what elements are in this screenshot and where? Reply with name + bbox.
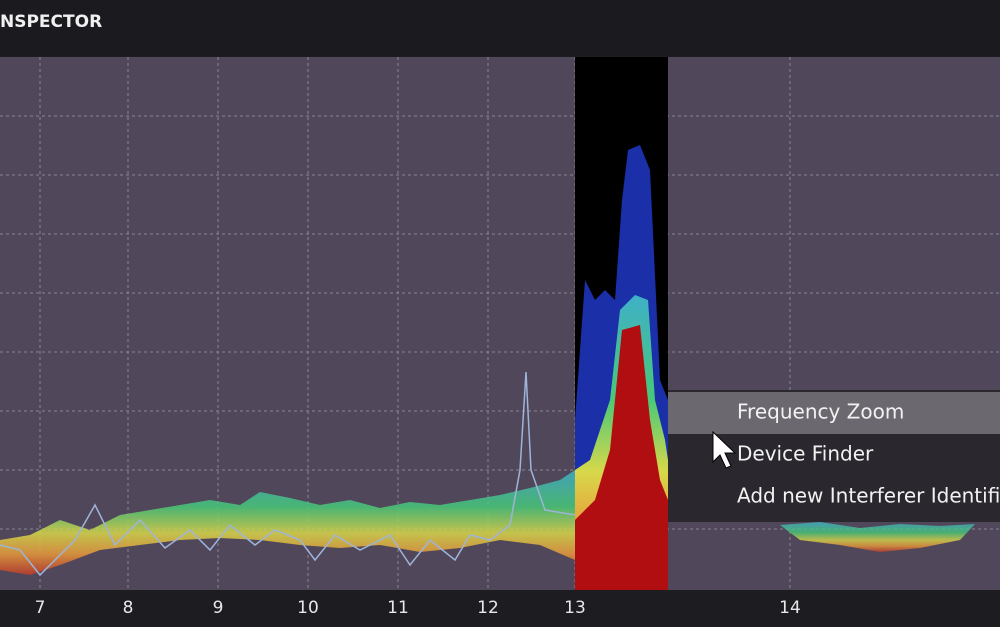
x-tick-label: 14 (779, 598, 801, 618)
x-axis: 7 8 9 10 11 12 13 14 (35, 598, 801, 618)
menu-item[interactable]: Device Finder (737, 442, 874, 466)
zoom-red (575, 325, 668, 590)
window-title: NSPECTOR (0, 12, 102, 32)
x-tick-label: 8 (123, 598, 134, 618)
x-tick-label: 9 (213, 598, 224, 618)
title-bar (0, 0, 1000, 56)
x-tick-label: 7 (35, 598, 46, 618)
context-menu: Frequency Zoom Device Finder Add new Inter… (668, 390, 1000, 522)
spectrum-heat (0, 470, 575, 575)
spectrum-trace (0, 371, 576, 577)
x-tick-label: 11 (387, 598, 409, 618)
x-tick-label: 10 (297, 598, 319, 618)
spectrum-heat-right (780, 522, 975, 552)
x-axis-strip (0, 590, 1000, 627)
menu-highlight (668, 392, 1000, 434)
x-tick-label: 12 (477, 598, 499, 618)
menu-item[interactable]: Frequency Zoom (737, 400, 904, 424)
mouse-cursor (712, 430, 737, 469)
menu-item[interactable]: Add new Interferer Identifi (737, 484, 1000, 508)
x-tick-label: 13 (564, 598, 586, 618)
